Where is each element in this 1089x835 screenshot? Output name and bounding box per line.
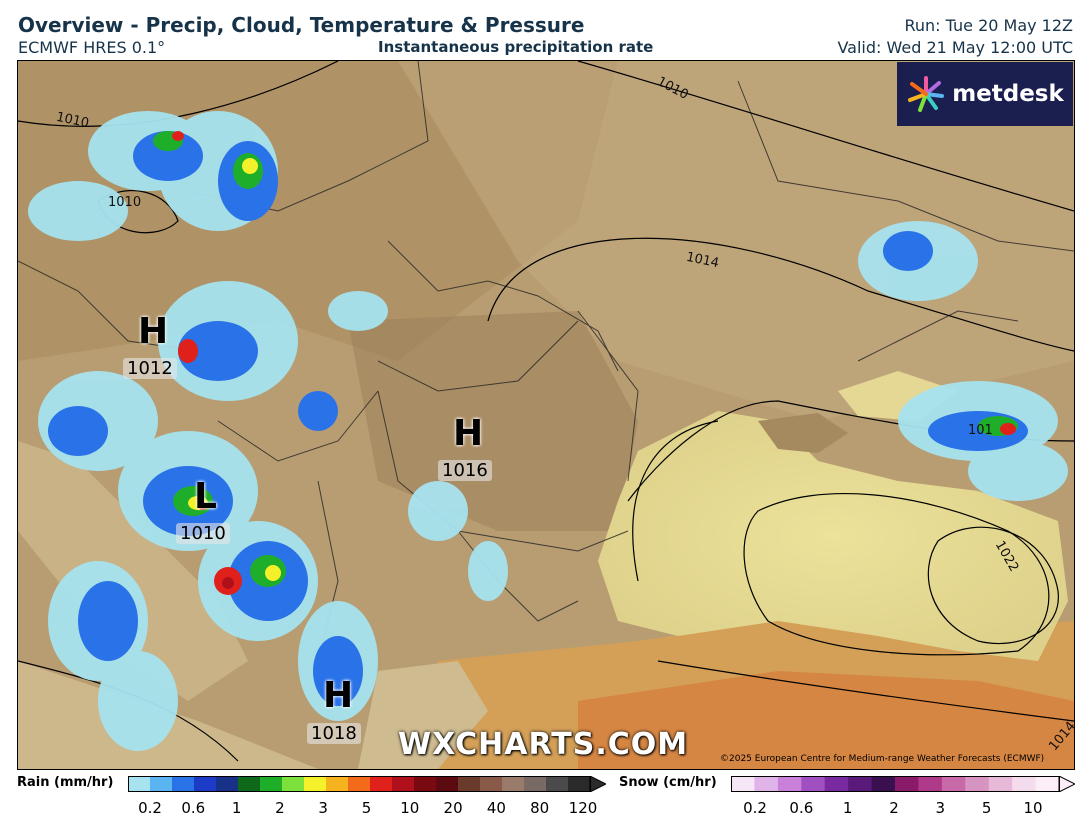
- map-title: Overview - Precip, Cloud, Temperature & …: [18, 13, 585, 37]
- rain-legend-swatch: [524, 777, 547, 791]
- rain-legend-swatch: [370, 777, 393, 791]
- rain-legend-tick: 10: [400, 799, 420, 817]
- snow-legend-swatch: [731, 777, 755, 791]
- pressure-center-symbol: H: [323, 675, 354, 716]
- rain-legend-swatch: [216, 777, 239, 791]
- snow-legend-tick: 2: [889, 799, 899, 817]
- rain-legend-tick: 3: [318, 799, 328, 817]
- snow-legend-tick: 3: [935, 799, 946, 817]
- snow-legend-swatch: [777, 777, 802, 791]
- copyright: ©2025 European Centre for Medium-range W…: [720, 754, 1045, 764]
- isobar-label: 101: [968, 423, 993, 438]
- snow-legend-swatch: [988, 777, 1013, 791]
- rain-legend-tick: 120: [568, 799, 598, 817]
- rain-legend-tick: 0.6: [181, 799, 206, 817]
- pressure-center-value: 1018: [307, 723, 361, 744]
- rain-legend-swatch: [546, 777, 569, 791]
- snow-legend-swatch: [1035, 777, 1060, 791]
- rain-legend-bar: [128, 775, 608, 793]
- valid-time: Valid: Wed 21 May 12:00 UTC: [837, 38, 1073, 57]
- isobar-label: 1010: [108, 195, 142, 210]
- rain-legend-swatch: [348, 777, 371, 791]
- snow-legend-swatch: [941, 777, 966, 791]
- snow-legend-arrow: [1058, 775, 1077, 793]
- rain-legend-swatch: [128, 777, 151, 791]
- snow-legend-swatch: [848, 777, 873, 791]
- land-steppe: [398, 61, 1074, 421]
- snow-legend-outline: [731, 776, 1060, 792]
- aegean: [358, 661, 488, 769]
- snow-legend-tick: 0.6: [789, 799, 814, 817]
- snow-legend-swatch: [965, 777, 990, 791]
- layer-name: Instantaneous precipitation rate: [378, 38, 654, 56]
- rain-legend-swatch: [414, 777, 437, 791]
- snow-legend-swatch: [871, 777, 896, 791]
- rain-legend-tick: 40: [486, 799, 506, 817]
- rain-legend-swatch: [238, 777, 261, 791]
- adriatic: [18, 441, 248, 701]
- snow-legend-bar: [731, 775, 1077, 793]
- rain-legend-tick: 5: [361, 799, 372, 817]
- black-sea: [598, 411, 1068, 661]
- logo-text: metdesk: [952, 81, 1064, 107]
- rain-legend-swatch: [150, 777, 173, 791]
- rain-legend-tick: 20: [443, 799, 463, 817]
- rain-legend-swatch: [392, 777, 415, 791]
- snow-legend-tick: 10: [1023, 799, 1043, 817]
- metdesk-logo: metdesk: [897, 62, 1073, 126]
- crimea: [758, 413, 848, 453]
- rain-legend-tick: 2: [275, 799, 285, 817]
- snow-legend-swatch: [918, 777, 943, 791]
- rain-legend-swatch: [436, 777, 459, 791]
- rain-colorbar: [128, 775, 608, 793]
- precipitation-cells: [28, 111, 1068, 751]
- rain-legend-swatch: [194, 777, 217, 791]
- snow-legend-tick: 1: [842, 799, 853, 817]
- rain-legend-swatch: [502, 777, 525, 791]
- rain-legend-arrow: [589, 775, 608, 793]
- snow-legend-swatch: [824, 777, 849, 791]
- anatolia-hot: [578, 671, 1074, 769]
- rain-legend-swatch: [480, 777, 503, 791]
- weather-map[interactable]: metdesk H 1012 H 1016 L 1010 H 1018 1010…: [17, 60, 1075, 770]
- pressure-center-symbol: H: [138, 311, 169, 352]
- snow-legend-swatch: [895, 777, 919, 791]
- model-name: ECMWF HRES 0.1°: [18, 38, 166, 57]
- pressure-center-symbol: H: [453, 413, 484, 454]
- rain-legend-outline: [128, 776, 591, 792]
- snow-legend-swatch: [1012, 777, 1037, 791]
- snow-legend-tick: 5: [981, 799, 992, 817]
- land-carpathians: [348, 311, 638, 531]
- rain-legend-tick: 80: [530, 799, 550, 817]
- snow-legend-tick: 0.2: [743, 799, 767, 817]
- snow-legend-label: Snow (cm/hr): [619, 775, 717, 790]
- watermark: WXCHARTS.COM: [398, 727, 689, 762]
- snow-colorbar: [731, 775, 1077, 793]
- rain-legend-tick: 0.2: [138, 799, 162, 817]
- metdesk-burst-icon: [908, 76, 945, 112]
- rain-legend-swatch: [568, 777, 591, 791]
- map-canvas: [18, 61, 1074, 769]
- rain-legend-swatch: [172, 777, 195, 791]
- rain-legend-swatch: [326, 777, 349, 791]
- pressure-center-value: 1016: [438, 460, 492, 481]
- rain-legend-label: Rain (mm/hr): [17, 775, 114, 790]
- rain-legend-swatch: [282, 777, 305, 791]
- run-time: Run: Tue 20 May 12Z: [904, 16, 1074, 35]
- pressure-center-symbol: L: [194, 476, 217, 517]
- rain-legend-swatch: [260, 777, 283, 791]
- pressure-center-value: 1012: [123, 358, 177, 379]
- rain-legend-swatch: [304, 777, 327, 791]
- pressure-center-value: 1010: [176, 523, 230, 544]
- snow-legend-swatch: [801, 777, 826, 791]
- rain-legend-tick: 1: [231, 799, 242, 817]
- rain-legend-swatch: [458, 777, 481, 791]
- snow-legend-swatch: [754, 777, 779, 791]
